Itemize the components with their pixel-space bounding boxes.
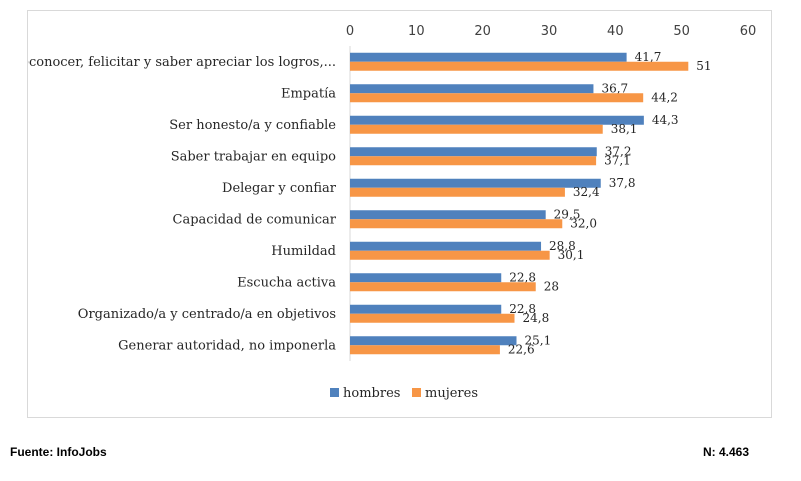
legend-swatch-mujeres	[412, 388, 421, 397]
legend-label-mujeres: mujeres	[425, 386, 478, 401]
bar-hombres	[350, 210, 546, 220]
category-label: Ser honesto/a y confiable	[169, 118, 336, 133]
category-label: Generar autoridad, no imponerla	[118, 338, 336, 353]
bar-hombres	[350, 52, 627, 62]
bar-hombres	[350, 241, 542, 251]
x-tick-label: 20	[474, 24, 491, 39]
bar-hombres	[350, 147, 597, 157]
category-label: Empatía	[281, 86, 336, 101]
bar-mujeres	[350, 187, 565, 197]
category-label: Delegar y confiar	[222, 181, 337, 196]
x-tick-label: 0	[346, 24, 354, 39]
bar-hombres	[350, 115, 644, 125]
bar-hombres	[350, 84, 594, 94]
data-label-mujeres: 32,0	[570, 216, 597, 230]
bar-mujeres	[350, 93, 644, 103]
bar-mujeres	[350, 313, 515, 323]
data-label-hombres: 29,5	[554, 207, 581, 221]
data-label-mujeres: 28	[544, 279, 559, 293]
bar-mujeres	[350, 250, 550, 260]
data-label-mujeres: 22,6	[508, 342, 535, 356]
x-tick-label: 40	[607, 24, 624, 39]
bar-mujeres	[350, 61, 689, 71]
data-label-mujeres: 32,4	[573, 185, 600, 199]
sample-size-note: N: 4.463	[703, 445, 750, 459]
data-label-hombres: 41,7	[635, 50, 662, 64]
x-tick-label: 50	[673, 24, 690, 39]
data-label-mujeres: 38,1	[611, 122, 638, 136]
data-label-hombres: 36,7	[601, 81, 628, 95]
legend-label-hombres: hombres	[343, 386, 400, 401]
data-label-mujeres: 51	[696, 59, 711, 73]
x-tick-label: 10	[408, 24, 425, 39]
bar-mujeres	[350, 124, 603, 134]
category-label: Saber trabajar en equipo	[171, 149, 336, 164]
bar-hombres	[350, 304, 502, 314]
bar-hombres	[350, 336, 517, 346]
bar-mujeres	[350, 219, 563, 229]
data-label-mujeres: 30,1	[558, 248, 585, 262]
data-label-hombres: 22,8	[509, 302, 536, 316]
category-label: Escucha activa	[237, 275, 336, 290]
data-label-hombres: 25,1	[524, 333, 551, 347]
data-label-mujeres: 37,1	[604, 153, 631, 167]
data-label-hombres: 22,8	[509, 270, 536, 284]
category-label: Organizado/a y centrado/a en objetivos	[78, 307, 336, 322]
source-note: Fuente: InfoJobs	[10, 445, 107, 459]
data-label-hombres: 37,2	[605, 144, 632, 158]
x-tick-label: 30	[541, 24, 558, 39]
x-tick-label: 60	[740, 24, 757, 39]
bar-mujeres	[350, 282, 536, 292]
category-label: Capacidad de comunicar	[173, 212, 337, 227]
bar-mujeres	[350, 156, 597, 166]
bar-chart: 0 10 20 30 40 50 60 Reconocer, felicitar y sabe…	[28, 24, 757, 401]
bar-hombres	[350, 178, 601, 188]
category-label: Reconocer, felicitar y saber apreciar lo…	[28, 55, 336, 70]
data-label-hombres: 28,8	[549, 239, 576, 253]
bar-hombres	[350, 273, 502, 283]
legend-swatch-hombres	[330, 388, 339, 397]
data-label-hombres: 37,8	[609, 176, 636, 190]
chart-frame: 0 10 20 30 40 50 60 Reconocer, felicitar y sabe…	[27, 10, 772, 418]
data-label-mujeres: 44,2	[651, 90, 678, 104]
bar-mujeres	[350, 345, 500, 355]
category-label: Humildad	[271, 244, 336, 259]
data-label-mujeres: 24,8	[523, 311, 550, 325]
data-label-hombres: 44,3	[652, 113, 679, 127]
